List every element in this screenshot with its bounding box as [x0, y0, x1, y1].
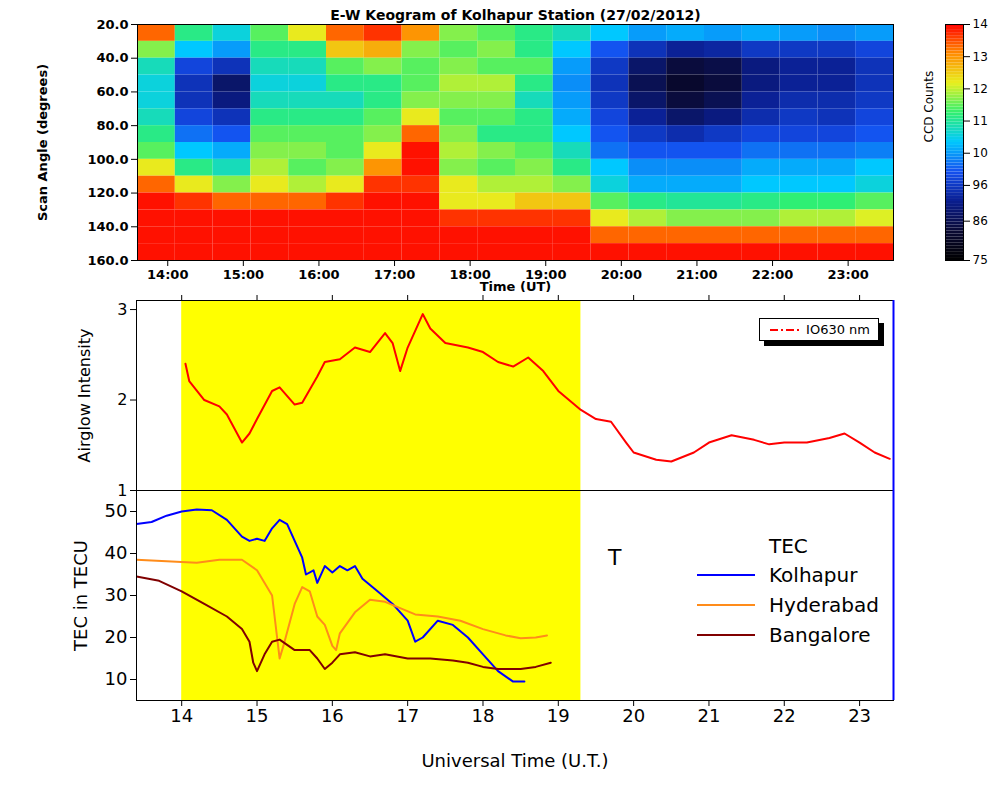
svg-text:20: 20: [622, 705, 645, 726]
svg-text:60.0: 60.0: [96, 84, 128, 99]
svg-text:TEC in TECU: TEC in TECU: [70, 540, 91, 652]
svg-text:13: 13: [973, 50, 988, 64]
svg-text:160.0: 160.0: [87, 253, 128, 268]
svg-text:23:00: 23:00: [827, 267, 868, 282]
svg-text:11: 11: [973, 114, 988, 128]
html-text:IO630 nm: IO630 nm: [806, 322, 870, 337]
svg-text:23: 23: [848, 705, 871, 726]
svg-text:18:00: 18:00: [449, 266, 491, 282]
svg-text:21:00: 21:00: [676, 267, 717, 282]
svg-text:30: 30: [105, 584, 128, 605]
svg-text:15:00: 15:00: [223, 267, 264, 282]
svg-text:22: 22: [773, 705, 796, 726]
svg-text:80.0: 80.0: [96, 118, 128, 133]
svg-text:17:00: 17:00: [374, 267, 415, 282]
svg-text:16: 16: [321, 705, 344, 726]
svg-text:96: 96: [973, 178, 988, 192]
svg-text:21: 21: [698, 705, 721, 726]
html-text:Bangalore: Bangalore: [769, 622, 871, 647]
svg-text:10: 10: [105, 668, 128, 689]
svg-text:40: 40: [105, 542, 128, 563]
svg-text:100.0: 100.0: [87, 152, 128, 167]
svg-text:Time (UT): Time (UT): [480, 279, 552, 293]
svg-text:20:00: 20:00: [601, 267, 642, 282]
svg-text:140.0: 140.0: [87, 219, 128, 234]
svg-text:14:00: 14:00: [147, 267, 188, 282]
svg-text:120.0: 120.0: [87, 185, 128, 200]
svg-text:Scan Angle (degrees): Scan Angle (degrees): [35, 64, 50, 221]
svg-text:19:00: 19:00: [525, 266, 567, 282]
svg-text:10: 10: [973, 146, 988, 160]
svg-text:86: 86: [973, 214, 988, 228]
svg-text:22:00: 22:00: [752, 267, 793, 282]
svg-text:75: 75: [973, 253, 988, 267]
svg-text:16:00: 16:00: [298, 267, 339, 282]
svg-text:15: 15: [246, 705, 269, 726]
svg-text:17: 17: [396, 705, 419, 726]
svg-text:19: 19: [547, 705, 570, 726]
svg-text:CCD Counts: CCD Counts: [922, 71, 936, 143]
svg-text:3: 3: [117, 300, 127, 319]
svg-text:14: 14: [170, 705, 193, 726]
html-text:TEC: TEC: [769, 533, 808, 558]
html-text:Hyderabad: Hyderabad: [769, 592, 879, 617]
svg-text:T: T: [607, 545, 622, 570]
svg-text:E-W Keogram of Kolhapur Statio: E-W Keogram of Kolhapur Station (27/02/2…: [330, 7, 701, 23]
svg-text:50: 50: [105, 500, 128, 521]
svg-text:20.0: 20.0: [96, 17, 128, 32]
svg-text:2: 2: [117, 390, 127, 409]
svg-text:1: 1: [117, 481, 127, 500]
svg-text:Universal Time (U.T.): Universal Time (U.T.): [421, 750, 608, 771]
svg-text:12: 12: [973, 82, 988, 96]
svg-text:18: 18: [472, 705, 495, 726]
svg-text:20: 20: [105, 626, 128, 647]
svg-text:40.0: 40.0: [96, 50, 128, 65]
svg-text:14: 14: [973, 17, 988, 31]
html-text:Kolhapur: Kolhapur: [769, 562, 858, 587]
svg-text:Airglow Intensity: Airglow Intensity: [75, 329, 94, 463]
